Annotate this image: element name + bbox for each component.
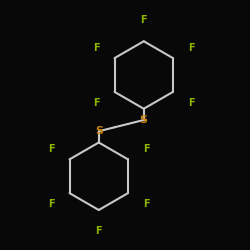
Text: S: S <box>95 126 103 136</box>
Text: F: F <box>48 199 54 209</box>
Text: F: F <box>140 15 147 25</box>
Text: S: S <box>140 115 148 125</box>
Text: F: F <box>188 42 195 52</box>
Text: F: F <box>93 98 100 108</box>
Text: F: F <box>143 144 150 154</box>
Text: F: F <box>48 144 54 154</box>
Text: F: F <box>96 226 102 236</box>
Text: F: F <box>143 199 150 209</box>
Text: F: F <box>93 42 100 52</box>
Text: F: F <box>188 98 195 108</box>
